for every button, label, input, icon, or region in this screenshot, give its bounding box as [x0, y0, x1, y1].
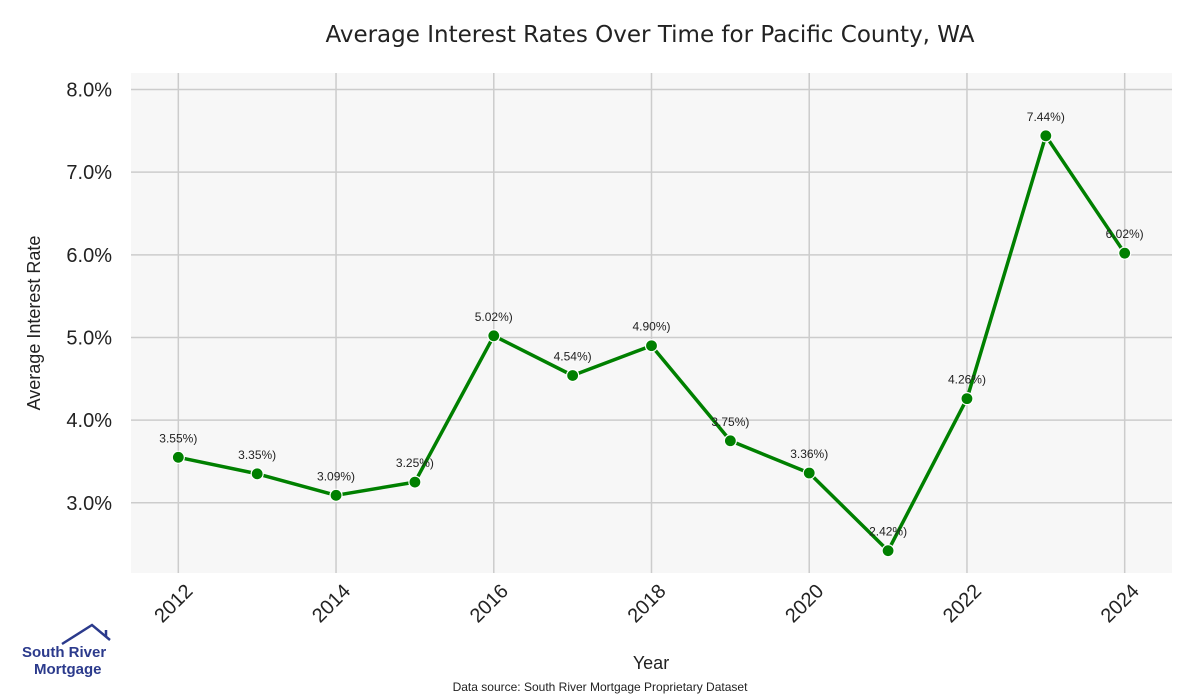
y-tick-label: 4.0% — [66, 410, 112, 432]
x-axis-ticks: 2012 2014 2016 2018 2020 2022 2024 — [150, 580, 1143, 627]
y-axis-label: Average Interest Rate — [24, 236, 44, 411]
data-label: 3.09%) — [317, 469, 355, 483]
y-tick-label: 8.0% — [66, 80, 112, 102]
data-point — [881, 544, 895, 558]
data-label: 3.25%) — [396, 456, 434, 470]
data-label: 3.75%) — [711, 415, 749, 429]
x-tick-label: 2022 — [939, 580, 986, 627]
house-roof-icon — [61, 623, 111, 646]
x-axis-label: Year — [633, 653, 669, 673]
data-point — [723, 434, 737, 448]
x-tick-label: 2012 — [150, 580, 197, 627]
data-point — [171, 450, 185, 464]
data-label: 4.26%) — [948, 373, 986, 387]
y-axis-ticks: 3.0% 4.0% 5.0% 6.0% 7.0% 8.0% — [66, 80, 112, 515]
y-tick-label: 7.0% — [66, 162, 112, 184]
south-river-mortgage-logo: South River Mortgage — [20, 622, 120, 682]
y-tick-label: 3.0% — [66, 493, 112, 515]
data-point — [566, 368, 580, 383]
series-layer — [171, 129, 1132, 558]
x-tick-label: 2014 — [308, 580, 355, 627]
data-label: 7.44%) — [1027, 110, 1065, 124]
data-point — [960, 392, 974, 406]
data-point — [644, 339, 659, 353]
data-label: 2.42%) — [869, 525, 907, 539]
logo-line-1: South River — [22, 644, 106, 661]
data-label: 3.35%) — [238, 448, 276, 462]
data-point — [1118, 246, 1132, 260]
data-label: 6.02%) — [1106, 227, 1144, 241]
data-point — [329, 488, 343, 502]
x-tick-label: 2024 — [1097, 580, 1144, 627]
x-tick-label: 2018 — [624, 580, 671, 627]
data-source-note: Data source: South River Mortgage Propri… — [452, 680, 748, 694]
data-label: 4.54%) — [554, 349, 592, 363]
x-tick-label: 2016 — [466, 580, 513, 627]
data-point — [408, 475, 422, 489]
data-label: 3.55%) — [159, 431, 197, 445]
y-tick-label: 6.0% — [66, 245, 112, 267]
data-point — [802, 466, 816, 480]
logo-line-2: Mortgage — [34, 661, 102, 678]
data-label: 3.36%) — [790, 447, 828, 461]
data-point — [1039, 129, 1053, 143]
data-label: 5.02%) — [475, 310, 513, 324]
data-point — [487, 329, 501, 343]
data-label: 4.90%) — [632, 320, 670, 334]
data-labels: 3.55%) 3.35%) 3.09%) 3.25%) 5.02%) 4.54%) 4.90… — [159, 110, 1143, 539]
data-point — [250, 467, 264, 481]
y-tick-label: 5.0% — [66, 327, 112, 349]
chart-title: Average Interest Rates Over Time for Pac… — [325, 22, 975, 48]
x-tick-label: 2020 — [781, 580, 828, 627]
